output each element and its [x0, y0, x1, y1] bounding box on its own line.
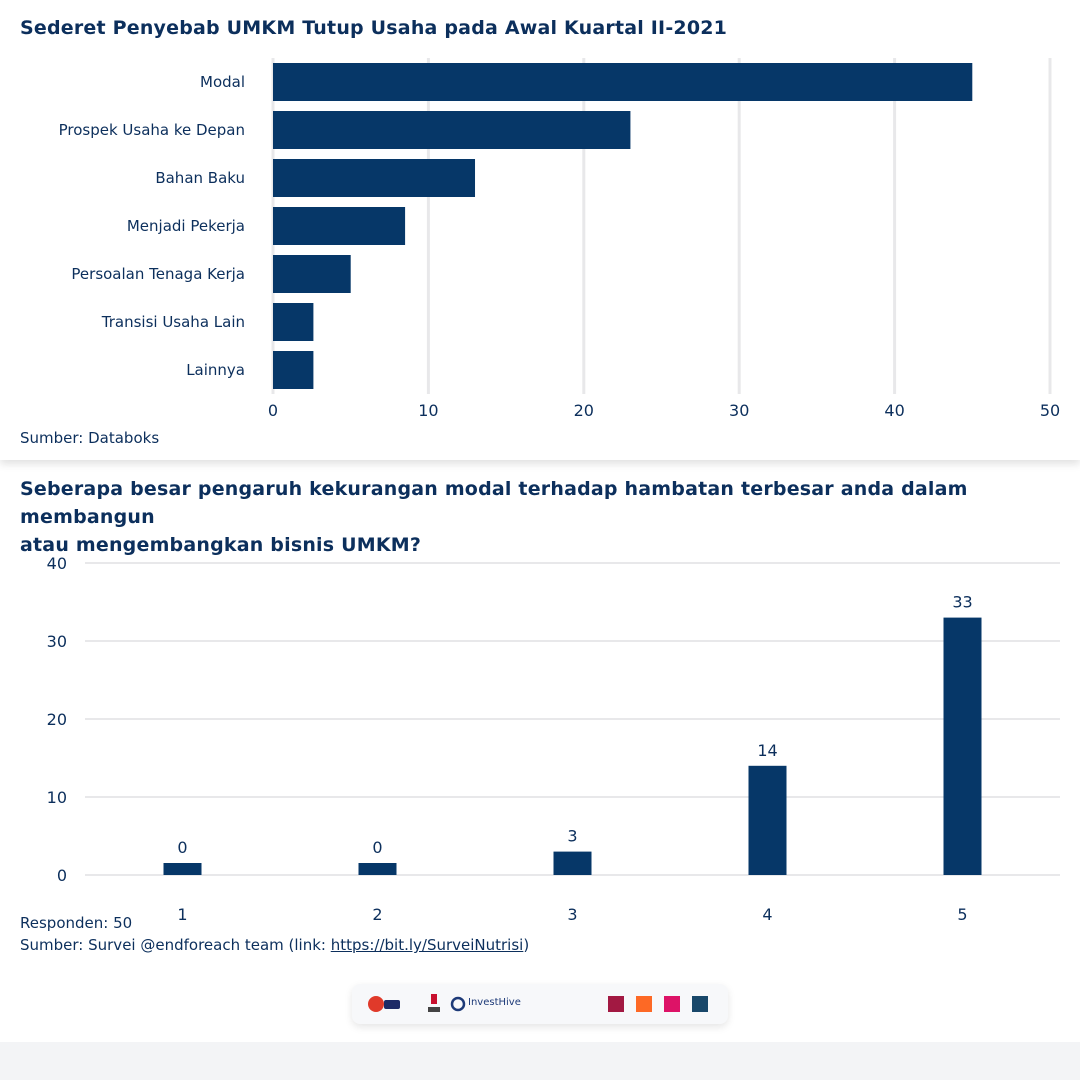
chart1-category-label: Modal: [200, 73, 245, 91]
chart2-title-line2: atau mengembangkan bisnis UMKM?: [20, 534, 422, 556]
chart2-bar: [163, 863, 202, 875]
chart2-y-tick-label: 10: [47, 788, 67, 807]
chart2-data-label: 33: [952, 593, 972, 612]
sdg-9-icon: [636, 996, 652, 1012]
sdg-8-icon: [608, 996, 624, 1012]
chart2-x-tick-label: 4: [762, 905, 772, 924]
chart2-bar: [358, 863, 397, 875]
chart2-y-tick-label: 0: [57, 866, 67, 885]
chart2-title: Seberapa besar pengaruh kekurangan modal…: [20, 475, 1080, 559]
chart1-bar: [273, 111, 631, 149]
chart1-category-label: Prospek Usaha ke Depan: [59, 121, 245, 139]
survey-link[interactable]: https://bit.ly/SurveiNutrisi: [330, 936, 524, 954]
chart1-bar: [273, 159, 476, 197]
chart1-x-tick-label: 20: [574, 401, 594, 420]
chart1-category-label: Persoalan Tenaga Kerja: [71, 265, 245, 283]
chart1-plot: 0 10 20 30 40 50 Modal Prospek Usaha ke Depan Ba…: [59, 58, 1060, 420]
chart2-y-tick-label: 40: [47, 554, 67, 573]
chart2-source-suffix: ): [523, 936, 530, 954]
chart1-category-label: Bahan Baku: [155, 169, 245, 187]
chart1-category-label: Menjadi Pekerja: [127, 217, 245, 235]
chart1-bar: [273, 63, 973, 101]
chart2-x-tick-label: 2: [372, 905, 382, 924]
chart2-bar: [943, 617, 982, 875]
chart2-x-tick-label: 3: [567, 905, 577, 924]
chart2-source: Sumber: Survei @endforeach team (link: h…: [20, 934, 529, 956]
chart2-data-label: 0: [177, 838, 187, 857]
telkom-logo: [426, 992, 442, 1016]
chart1-x-tick-label: 50: [1040, 401, 1060, 420]
chart2-respondents: Responden: 50: [20, 914, 133, 932]
chart2-data-label: 3: [567, 827, 577, 846]
chart2-y-tick-label: 30: [47, 632, 67, 651]
chart2-x-tick-label: 1: [177, 905, 187, 924]
investhive-text: InvestHive: [468, 997, 521, 1008]
chart2-source-prefix: Sumber: Survei @endforeach team (link:: [20, 936, 331, 954]
sdg-17-icon: [692, 996, 708, 1012]
chart2-bar: [553, 851, 592, 875]
chart2-data-label: 0: [372, 838, 382, 857]
chart2-y-tick-label: 20: [47, 710, 67, 729]
chart1-x-tick-label: 0: [268, 401, 278, 420]
chart1-x-tick-label: 10: [418, 401, 438, 420]
investhive-icon: [450, 996, 466, 1012]
unity-logo-mark: [368, 996, 400, 1012]
chart2-title-line1: Seberapa besar pengaruh kekurangan modal…: [20, 478, 968, 528]
chart2-bar: [748, 765, 787, 875]
chart1-bar: [273, 351, 314, 389]
chart1-x-tick-label: 40: [884, 401, 904, 420]
chart1-bar: [273, 207, 406, 245]
investhive-logo: InvestHive: [450, 996, 521, 1012]
footer-band: [0, 1042, 1080, 1080]
sdg-10-icon: [664, 996, 680, 1012]
chart1-source: Sumber: Databoks: [20, 429, 160, 447]
chart2-data-label: 14: [757, 741, 777, 760]
chart2-x-tick-label: 5: [957, 905, 967, 924]
chart1-bar: [273, 303, 314, 341]
chart1-category-label: Lainnya: [186, 361, 245, 379]
chart1-title: Sederet Penyebab UMKM Tutup Usaha pada A…: [20, 17, 728, 39]
unity-logo: [366, 994, 402, 1014]
telkom-logo-mark: [428, 994, 440, 1012]
chart1-x-tick-label: 30: [729, 401, 749, 420]
chart1-category-label: Transisi Usaha Lain: [101, 313, 245, 331]
partner-logo-bar: InvestHive: [352, 984, 728, 1024]
chart1-bar: [273, 255, 351, 293]
